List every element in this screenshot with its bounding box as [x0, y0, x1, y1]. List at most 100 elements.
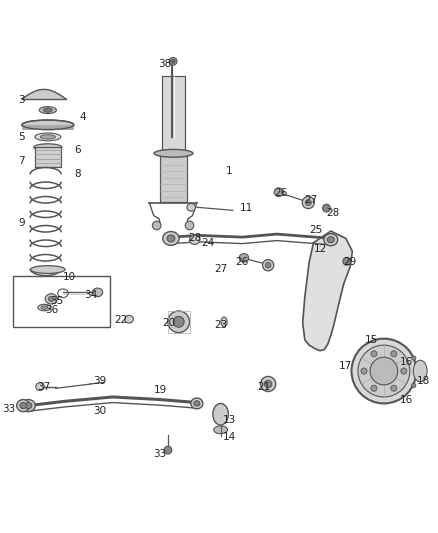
Text: 10: 10	[63, 272, 76, 282]
Text: 35: 35	[50, 296, 63, 306]
Ellipse shape	[125, 316, 133, 323]
Text: 23: 23	[214, 320, 227, 330]
Ellipse shape	[43, 108, 52, 112]
Text: 36: 36	[46, 305, 59, 314]
Text: 11: 11	[240, 203, 253, 213]
Circle shape	[358, 345, 410, 397]
Circle shape	[391, 385, 397, 391]
Circle shape	[371, 351, 377, 357]
Text: 3: 3	[18, 95, 25, 105]
FancyBboxPatch shape	[13, 276, 110, 327]
Ellipse shape	[20, 402, 26, 409]
Bar	[168, 311, 190, 333]
Polygon shape	[303, 231, 353, 351]
Text: 20: 20	[162, 318, 175, 328]
Ellipse shape	[169, 58, 177, 65]
Text: 14: 14	[223, 432, 236, 442]
Ellipse shape	[413, 360, 427, 382]
Ellipse shape	[17, 400, 30, 411]
Circle shape	[371, 385, 377, 391]
Ellipse shape	[168, 311, 190, 333]
Ellipse shape	[154, 149, 193, 157]
Text: 7: 7	[18, 156, 25, 166]
Text: 13: 13	[223, 415, 236, 425]
Bar	[160, 152, 187, 201]
Text: 28: 28	[188, 233, 201, 244]
Ellipse shape	[39, 107, 57, 114]
Ellipse shape	[191, 398, 203, 409]
Ellipse shape	[274, 188, 284, 197]
Ellipse shape	[412, 383, 416, 387]
Ellipse shape	[214, 426, 227, 434]
Text: 33: 33	[153, 449, 167, 459]
Ellipse shape	[261, 376, 276, 392]
Ellipse shape	[41, 306, 48, 309]
Text: 1: 1	[226, 166, 233, 176]
Ellipse shape	[22, 120, 74, 130]
Ellipse shape	[173, 317, 184, 327]
Text: 38: 38	[158, 59, 171, 69]
Ellipse shape	[302, 197, 314, 208]
Text: 34: 34	[85, 289, 98, 300]
Ellipse shape	[190, 235, 200, 245]
Text: 16: 16	[400, 357, 413, 367]
Bar	[160, 152, 187, 201]
Ellipse shape	[31, 265, 65, 273]
Ellipse shape	[185, 221, 194, 230]
Ellipse shape	[187, 204, 195, 211]
Ellipse shape	[92, 288, 102, 297]
Text: 6: 6	[75, 145, 81, 155]
Ellipse shape	[35, 133, 61, 141]
Text: 39: 39	[93, 376, 106, 386]
Circle shape	[370, 357, 398, 385]
Text: 15: 15	[365, 335, 378, 345]
Ellipse shape	[262, 260, 274, 271]
Text: 33: 33	[2, 404, 16, 414]
Ellipse shape	[163, 231, 179, 245]
Text: 5: 5	[18, 132, 25, 142]
Ellipse shape	[21, 400, 35, 411]
Circle shape	[352, 338, 416, 403]
Text: 22: 22	[115, 316, 128, 326]
Bar	[35, 147, 61, 167]
Text: 4: 4	[79, 112, 86, 123]
Ellipse shape	[38, 304, 51, 311]
Ellipse shape	[265, 381, 272, 387]
Text: 24: 24	[201, 238, 214, 248]
Ellipse shape	[327, 237, 334, 243]
Text: 18: 18	[417, 376, 430, 386]
Text: 28: 28	[326, 207, 339, 217]
Text: 21: 21	[257, 383, 270, 392]
Ellipse shape	[343, 257, 351, 265]
Text: 16: 16	[400, 395, 413, 406]
Text: 9: 9	[18, 219, 25, 228]
Ellipse shape	[34, 144, 62, 151]
Text: 12: 12	[313, 244, 327, 254]
Ellipse shape	[36, 383, 44, 391]
Text: 30: 30	[93, 406, 106, 416]
Text: 27: 27	[305, 195, 318, 205]
Ellipse shape	[412, 356, 416, 360]
Ellipse shape	[45, 294, 57, 304]
Ellipse shape	[322, 204, 330, 212]
Ellipse shape	[48, 296, 54, 302]
Ellipse shape	[167, 235, 175, 242]
Ellipse shape	[152, 221, 161, 230]
Text: 19: 19	[153, 385, 167, 394]
Ellipse shape	[194, 401, 200, 406]
Text: 25: 25	[309, 225, 322, 235]
Bar	[35, 147, 61, 167]
Ellipse shape	[213, 403, 228, 425]
Ellipse shape	[25, 402, 32, 409]
Ellipse shape	[265, 262, 271, 268]
Text: 26: 26	[275, 188, 288, 198]
Ellipse shape	[239, 254, 249, 262]
Bar	[162, 76, 185, 154]
Ellipse shape	[305, 199, 311, 206]
Circle shape	[361, 368, 367, 374]
Text: 8: 8	[75, 168, 81, 179]
Ellipse shape	[324, 233, 338, 246]
Text: 27: 27	[214, 264, 227, 273]
Bar	[22, 125, 74, 130]
Text: 17: 17	[339, 361, 353, 371]
